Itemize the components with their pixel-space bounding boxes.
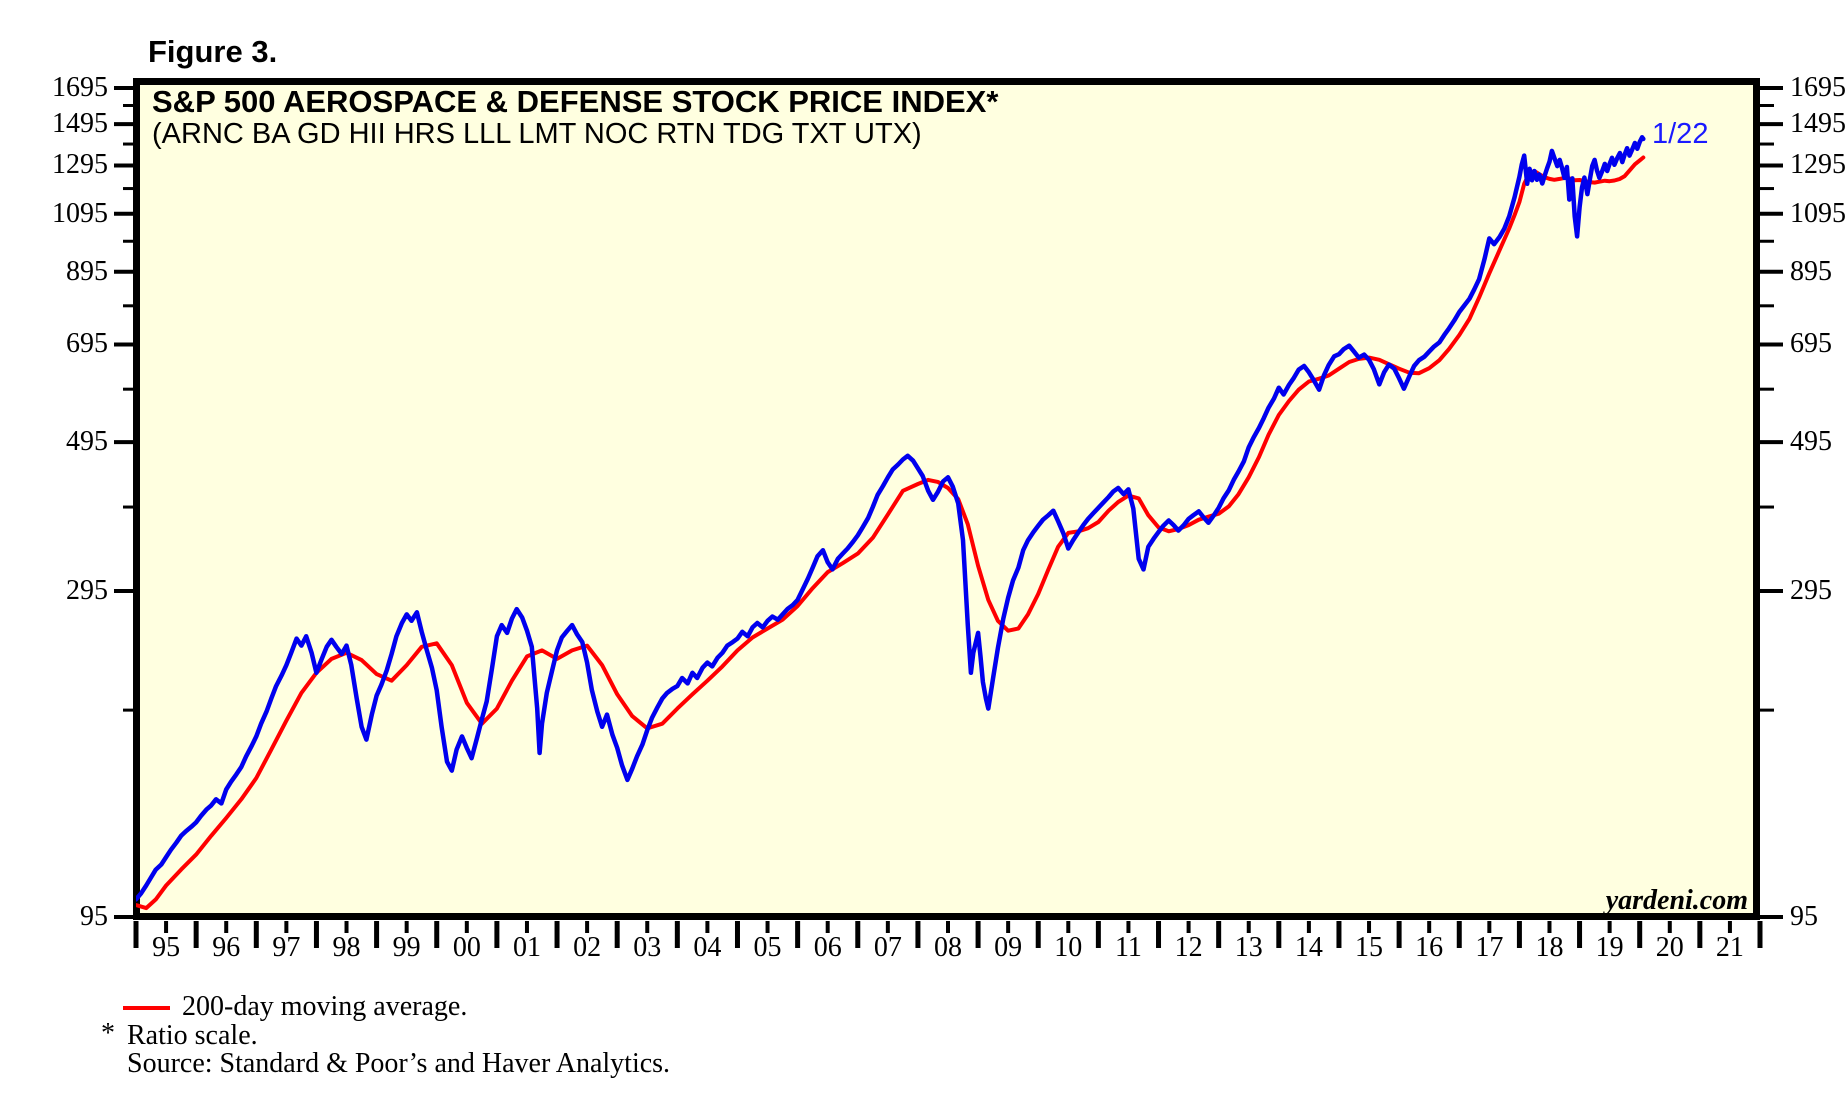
x-axis-year-label: 19 (1595, 932, 1624, 963)
index-price-line (136, 135, 1646, 902)
chart-subtitle: (ARNC BA GD HII HRS LLL LMT NOC RTN TDG … (152, 118, 922, 150)
y-axis-tick-label-right: 895 (1790, 255, 1832, 287)
x-axis-year-label: 11 (1114, 932, 1142, 963)
y-axis-tick-label-left: 895 (66, 255, 108, 287)
x-axis-year-label: 02 (573, 932, 602, 963)
x-axis-year-label: 05 (753, 932, 782, 963)
x-axis-year-label: 96 (212, 932, 241, 963)
x-axis-year-label: 12 (1174, 932, 1203, 963)
y-axis-tick-label-left: 1095 (52, 197, 108, 229)
x-axis-year-label: 07 (873, 932, 902, 963)
y-axis-tick-label-right: 1495 (1790, 108, 1845, 140)
x-axis-year-label: 08 (934, 932, 962, 963)
footnote-ratio-scale: Ratio scale. (127, 1020, 258, 1051)
y-axis-tick-label-left: 295 (66, 575, 108, 607)
x-axis-year-label: 21 (1715, 932, 1744, 963)
x-axis-year-label: 04 (693, 932, 722, 963)
x-axis-year-label: 16 (1415, 932, 1444, 963)
x-axis-year-label: 13 (1234, 932, 1263, 963)
latest-date-annotation: 1/22 (1652, 118, 1709, 150)
x-axis-year-label: 18 (1535, 932, 1564, 963)
y-axis-tick-label-right: 95 (1790, 901, 1818, 932)
y-axis-tick-label-left: 95 (80, 901, 108, 932)
x-axis-year-label: 06 (813, 932, 842, 963)
chart-title: S&P 500 AEROSPACE & DEFENSE STOCK PRICE … (152, 84, 999, 119)
plot-area (133, 78, 1760, 920)
x-axis-year-label: 15 (1355, 932, 1384, 963)
x-axis-year-label: 00 (452, 932, 481, 963)
y-axis-tick-label-left: 1495 (52, 108, 108, 140)
watermark-yardeni: yardeni.com (1605, 885, 1748, 916)
y-axis-tick-label-right: 1695 (1790, 72, 1845, 103)
y-axis-tick-label-right: 495 (1790, 426, 1832, 458)
legend: 200-day moving average. (123, 991, 468, 1022)
y-axis-tick-label-right: 295 (1790, 575, 1832, 607)
y-axis-tick-label-left: 1695 (52, 72, 108, 103)
footnote-asterisk: * (101, 1018, 115, 1049)
moving-average-line-swatch (123, 1006, 170, 1010)
y-axis-tick-label-left: 495 (66, 426, 108, 458)
x-axis-year-label: 09 (994, 932, 1023, 963)
x-axis-year-label: 99 (392, 932, 421, 963)
y-axis-tick-label-right: 1295 (1790, 149, 1845, 181)
x-axis-year-label: 95 (152, 932, 181, 963)
x-axis-year-label: 17 (1475, 932, 1504, 963)
x-axis-year-label: 10 (1054, 932, 1083, 963)
x-axis-year-label: 97 (272, 932, 301, 963)
y-axis-tick-label-right: 1095 (1790, 197, 1845, 229)
x-axis-year-label: 03 (633, 932, 662, 963)
figure-label: Figure 3. (148, 34, 278, 69)
moving-average-legend-label: 200-day moving average. (182, 991, 468, 1022)
footnote-source: Source: Standard & Poor’s and Haver Anal… (127, 1048, 671, 1079)
x-axis-year-label: 20 (1655, 932, 1684, 963)
y-axis-tick-label-left: 1295 (52, 149, 108, 181)
x-axis-year-label: 14 (1294, 932, 1323, 963)
moving-average-line (136, 155, 1646, 911)
y-axis-tick-label-left: 695 (66, 328, 108, 360)
y-axis-tick-label-right: 695 (1790, 328, 1832, 360)
x-axis-year-label: 01 (512, 932, 541, 963)
x-axis-year-label: 98 (332, 932, 361, 963)
